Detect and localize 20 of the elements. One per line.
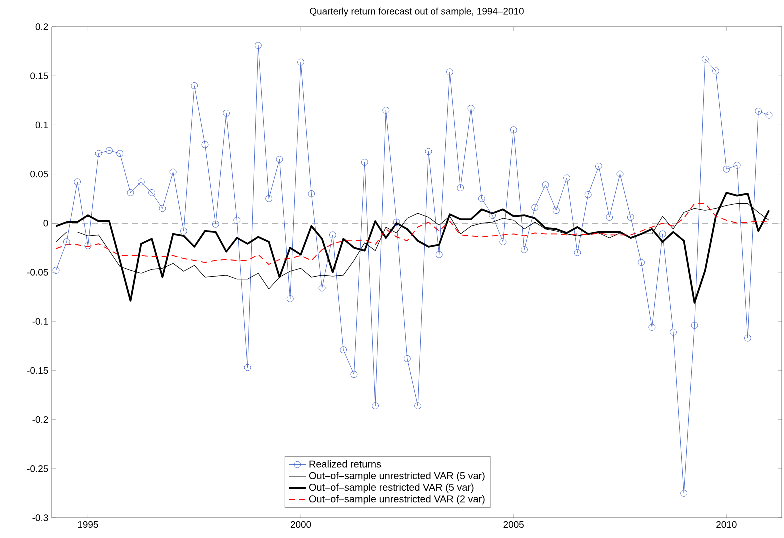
legend-label: Out–of–sample unrestricted VAR (2 var) — [309, 495, 485, 505]
y-tick-label: -0.25 — [27, 466, 48, 472]
y-tick-label: -0.3 — [32, 514, 48, 522]
legend-label: Realized returns — [310, 460, 382, 468]
x-tick-label: 2005 — [504, 521, 524, 528]
x-tick-label: 1995 — [78, 521, 98, 528]
y-tick-label: 0.1 — [36, 122, 48, 129]
y-tick-label: -0.2 — [32, 416, 48, 424]
x-tick-label: 2000 — [290, 521, 312, 528]
legend-label: Out–of–sample restricted VAR (5 var) — [309, 484, 474, 494]
y-tick-label: 0 — [44, 220, 48, 227]
y-tick-label: 0.15 — [30, 72, 48, 80]
y-tick-label: -0.1 — [32, 318, 48, 325]
y-tick-label: 0.05 — [30, 170, 48, 178]
y-tick-label: -0.15 — [27, 367, 48, 374]
legend-label: Out–of–sample unrestricted VAR (5 var) — [309, 472, 485, 482]
x-tick-label: 2010 — [716, 521, 737, 528]
chart-title: Quarterly return forecast out of sample, 1994–2010 — [310, 8, 524, 17]
y-tick-label: -0.05 — [27, 269, 48, 276]
y-tick-label: 0.2 — [36, 24, 48, 30]
